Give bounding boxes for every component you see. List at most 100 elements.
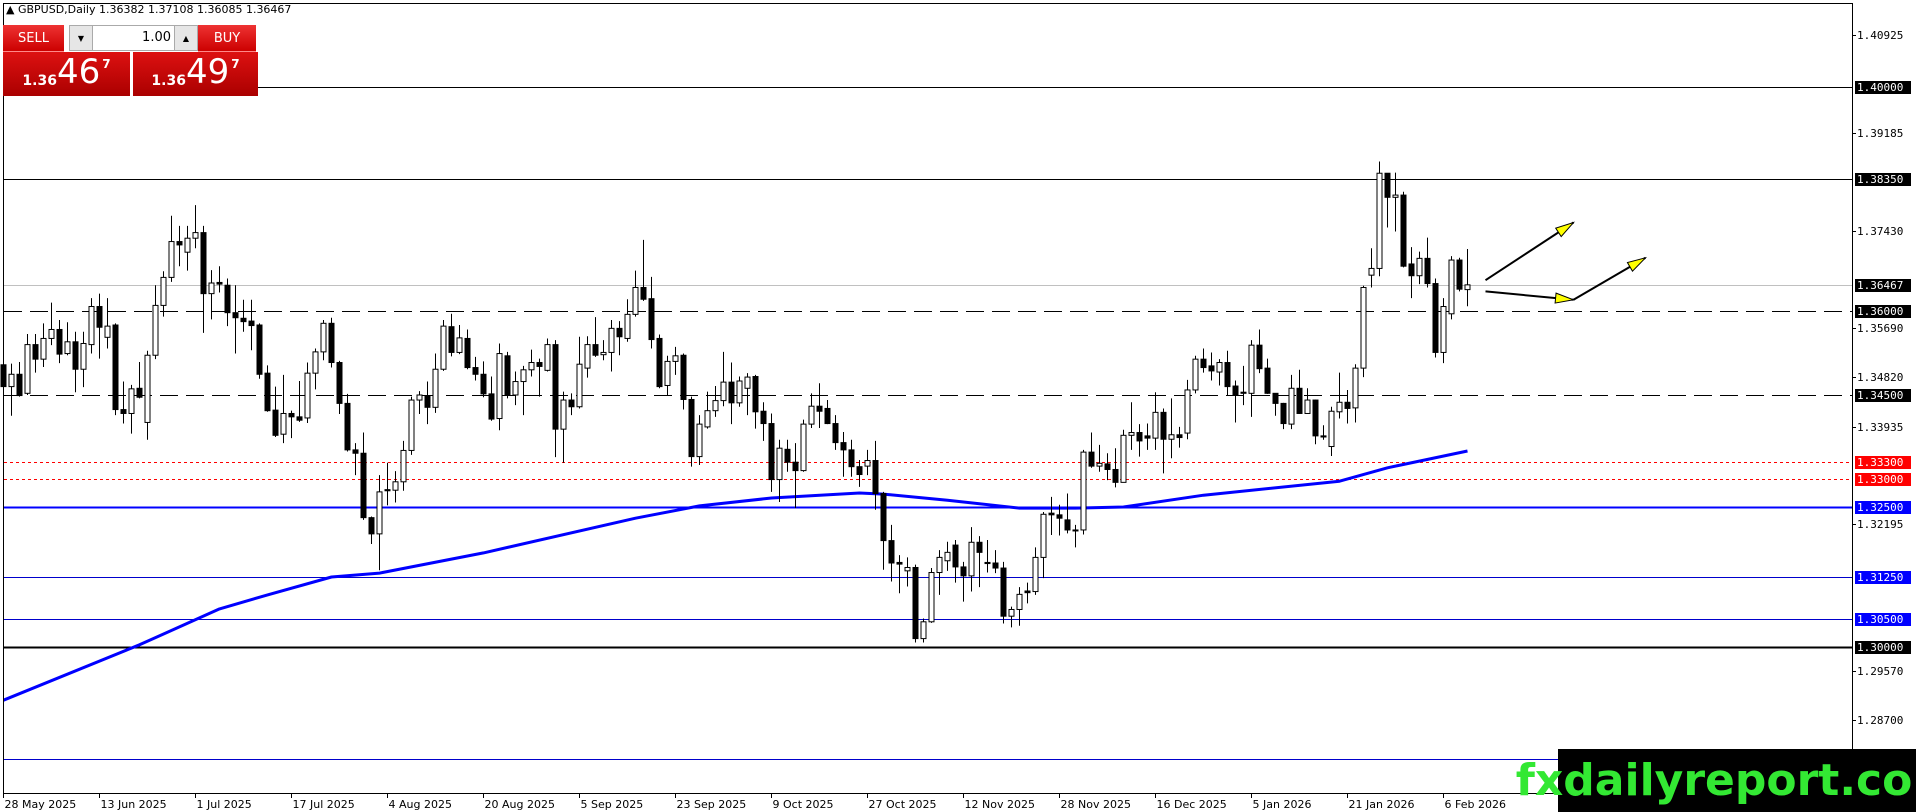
bear-candle-body (872, 460, 879, 495)
candle (16, 361, 23, 397)
trend-arrows (1484, 221, 1648, 304)
bull-candle-body (920, 621, 927, 640)
bear-candle-body (288, 412, 295, 418)
lot-size-input[interactable]: 1.00 (142, 30, 171, 45)
bull-candle-body (1368, 267, 1375, 276)
candle (424, 381, 431, 425)
bull-candle-body (24, 344, 31, 394)
candle (120, 381, 127, 424)
candle (640, 239, 647, 301)
bear-candle-body (984, 561, 991, 565)
candle (792, 443, 799, 509)
candle (552, 340, 559, 458)
candle (864, 449, 871, 476)
bear-candle-body (1312, 399, 1319, 437)
candle (896, 555, 903, 594)
one-click-trading-panel: SELL ▼ 1.00 ▲ BUY 1.3646 7 1.3649 7 (3, 24, 258, 96)
bull-candle-body (1216, 362, 1223, 373)
bull-candle-body (600, 351, 607, 356)
bull-candle-body (1080, 451, 1087, 531)
sell-button[interactable]: SELL (3, 25, 64, 52)
triangle-up-icon[interactable]: ▲ (174, 26, 197, 50)
candle (1400, 191, 1407, 268)
bull-candle-body (80, 342, 87, 370)
candle (584, 336, 591, 378)
y-tick-label: 1.32195 (1857, 517, 1904, 531)
candle (960, 561, 967, 602)
candle (1120, 429, 1127, 483)
bear-candle-body (1104, 463, 1111, 470)
bull-candle-body (312, 351, 319, 374)
chart-title: ▲ GBPUSD,Daily 1.36382 1.37108 1.36085 1… (6, 3, 292, 16)
triangle-down-icon[interactable]: ▼ (70, 26, 93, 50)
price-level-tag: 1.33300 (1855, 455, 1911, 469)
x-tick-label: 16 Dec 2025 (1156, 798, 1227, 811)
candle (504, 351, 511, 399)
bull-candle-body (1184, 389, 1191, 434)
bull-candle-body (712, 400, 719, 412)
bear-candle-body (792, 461, 799, 472)
bull-candle-body (968, 541, 975, 577)
arrow-head-icon (1554, 292, 1576, 304)
bull-candle-body (1328, 410, 1335, 448)
candle (296, 381, 303, 422)
bear-candle-body (592, 344, 599, 356)
bear-candle-body (488, 393, 495, 420)
bear-candle-body (760, 410, 767, 425)
bear-candle-body (1224, 362, 1231, 388)
buy-price-button[interactable]: 1.3649 7 (133, 52, 258, 96)
x-tick-label: 4 Aug 2025 (388, 798, 452, 811)
bull-candle-body (1032, 556, 1039, 593)
bull-candle-body (632, 286, 639, 315)
candle (1328, 406, 1335, 457)
candle (912, 564, 919, 643)
bear-candle-body (384, 489, 391, 492)
bull-candle-body (1120, 434, 1127, 483)
candle (512, 371, 519, 406)
candle (1416, 251, 1423, 285)
lot-size-stepper[interactable]: ▼ 1.00 ▲ (69, 25, 198, 51)
bull-candle-body (144, 354, 151, 423)
bull-candle-body (936, 556, 943, 574)
bull-candle-body (128, 388, 135, 414)
bear-candle-body (296, 416, 303, 421)
bear-candle-body (880, 493, 887, 542)
sell-price-pip: 7 (102, 57, 111, 71)
sell-price-button[interactable]: 1.3646 7 (3, 52, 130, 96)
candle (1176, 426, 1183, 448)
bear-candle-body (840, 442, 847, 451)
candle (1032, 547, 1039, 595)
bear-candle-body (1256, 344, 1263, 370)
price-level-tag: 1.32500 (1855, 500, 1911, 514)
bear-candle-body (216, 281, 223, 285)
candle (1128, 402, 1135, 450)
candle (768, 413, 775, 492)
x-tick-label: 20 Aug 2025 (484, 798, 555, 811)
candle (608, 319, 615, 372)
bear-candle-body (1200, 358, 1207, 369)
candle (192, 205, 199, 249)
bull-candle-body (456, 337, 463, 353)
bear-candle-body (240, 317, 247, 323)
x-tick-label: 9 Oct 2025 (772, 798, 834, 811)
x-tick-label: 23 Sep 2025 (676, 798, 747, 811)
candle (976, 536, 983, 588)
candle (1160, 408, 1167, 474)
candle (776, 439, 783, 502)
bull-candle-body (776, 447, 783, 481)
candle (528, 349, 535, 377)
candle (1360, 285, 1367, 378)
bull-candle-body (944, 551, 951, 562)
candle (1144, 423, 1151, 450)
bear-candle-body (328, 322, 335, 364)
bear-candle-body (960, 566, 967, 577)
candle (592, 317, 599, 357)
candle (320, 319, 327, 361)
buy-button[interactable]: BUY (198, 25, 256, 52)
bear-candle-body (832, 423, 839, 444)
candle (8, 363, 15, 416)
candle (1440, 298, 1447, 364)
candle (624, 299, 631, 342)
bull-candle-body (192, 232, 199, 239)
